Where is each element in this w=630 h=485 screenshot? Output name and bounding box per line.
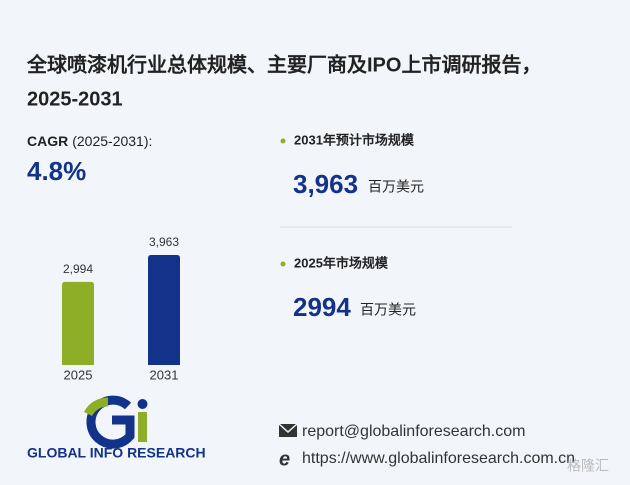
bullet <box>280 138 286 144</box>
bullet <box>280 261 286 267</box>
logo-mark <box>137 399 148 409</box>
logo-mark <box>83 397 109 417</box>
email-icon <box>278 423 298 434</box>
cagr-label: CAGR (2025-2031): <box>27 133 152 149</box>
bar-chart: 2,994 2025 3,963 2031 <box>62 235 180 382</box>
cagr-label: CAGR <box>27 133 68 149</box>
stat-label: 2031年预计市场规模 <box>294 132 415 147</box>
stat-unit: 百万美元 <box>360 302 416 318</box>
bar <box>62 281 94 365</box>
cagr-value: 4.8% <box>27 156 86 186</box>
x-tick-label: 2025 <box>64 367 93 382</box>
value-label: 3,963 <box>149 235 179 249</box>
logo-mark <box>138 412 147 442</box>
value-label: 2,994 <box>63 262 93 276</box>
watermark: 格隆汇 <box>567 458 609 474</box>
title: 全球喷漆机行业总体规模、主要厂商及IPO上市调研报告， <box>26 52 541 76</box>
logo-mark <box>86 395 135 449</box>
title: 2025-2031 <box>27 88 123 110</box>
bar <box>148 255 180 365</box>
stat-unit: 百万美元 <box>368 179 424 195</box>
stat-value: 2994 <box>293 292 351 322</box>
brand: GLOBAL INFO RESEARCH <box>27 445 206 461</box>
web-icon: e <box>279 448 290 470</box>
cagr-period: (2025-2031): <box>72 133 152 149</box>
logo <box>83 395 148 449</box>
stat-value: 3,963 <box>293 169 358 199</box>
email: report@globalinforesearch.com <box>302 423 525 440</box>
stat-label: 2025年市场规模 <box>294 255 389 270</box>
x-tick-label: 2031 <box>150 367 179 382</box>
website: https://www.globalinforesearch.com.cn <box>302 450 575 467</box>
